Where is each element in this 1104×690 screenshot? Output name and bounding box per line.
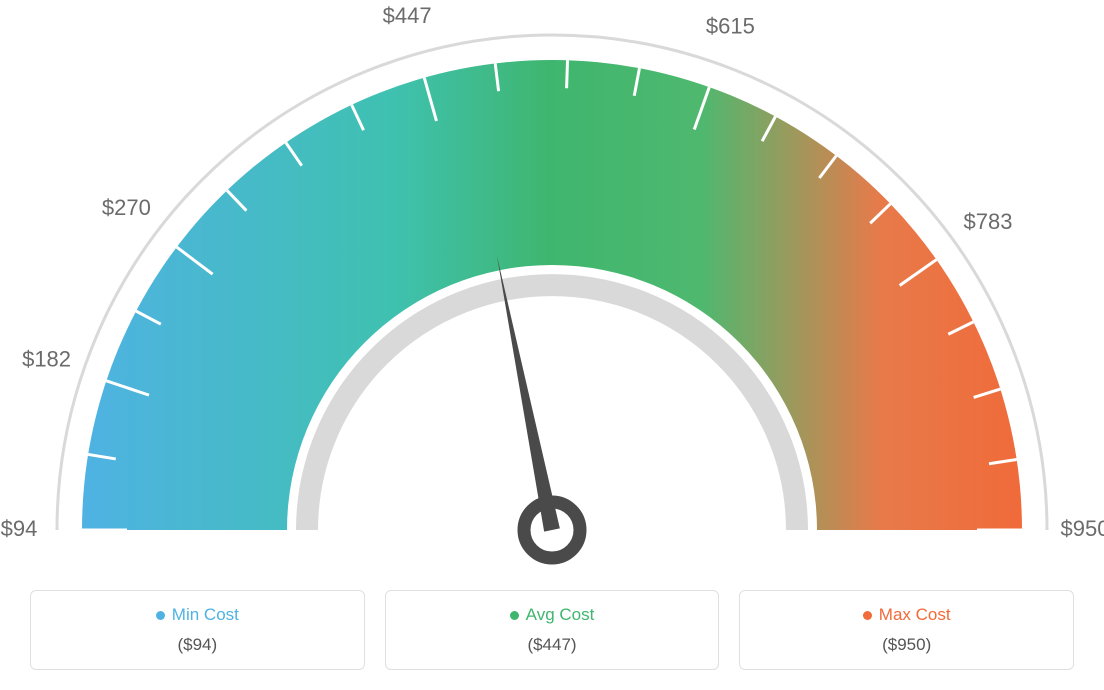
legend-value-min: ($94)	[41, 635, 354, 655]
legend-label-min: Min Cost	[41, 605, 354, 625]
gauge-chart: $94 $182 $270 $447 $615 $783 $950	[0, 0, 1104, 580]
svg-text:$447: $447	[383, 3, 432, 28]
svg-text:$94: $94	[1, 516, 38, 541]
legend-value-max: ($950)	[750, 635, 1063, 655]
legend-dot-avg	[510, 611, 519, 620]
svg-text:$270: $270	[102, 195, 151, 220]
legend-box-avg: Avg Cost ($447)	[385, 590, 720, 670]
legend-text-avg: Avg Cost	[526, 605, 595, 625]
legend-text-max: Max Cost	[879, 605, 951, 625]
legend-box-max: Max Cost ($950)	[739, 590, 1074, 670]
legend-dot-min	[156, 611, 165, 620]
gauge-svg: $94 $182 $270 $447 $615 $783 $950	[0, 0, 1104, 580]
legend-label-max: Max Cost	[750, 605, 1063, 625]
svg-text:$783: $783	[964, 209, 1013, 234]
legend-label-avg: Avg Cost	[396, 605, 709, 625]
legend-row: Min Cost ($94) Avg Cost ($447) Max Cost …	[0, 590, 1104, 670]
svg-text:$950: $950	[1061, 516, 1104, 541]
legend-box-min: Min Cost ($94)	[30, 590, 365, 670]
legend-value-avg: ($447)	[396, 635, 709, 655]
svg-text:$182: $182	[22, 347, 71, 372]
svg-text:$615: $615	[706, 14, 755, 39]
legend-text-min: Min Cost	[172, 605, 239, 625]
legend-dot-max	[863, 611, 872, 620]
